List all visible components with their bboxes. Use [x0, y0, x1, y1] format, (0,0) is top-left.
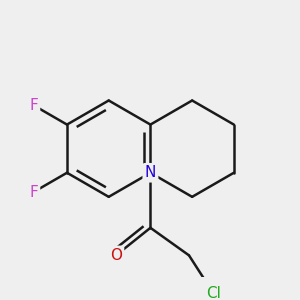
Text: N: N	[145, 165, 156, 180]
Text: O: O	[110, 248, 122, 263]
Text: Cl: Cl	[206, 286, 221, 300]
Text: F: F	[29, 184, 38, 200]
Text: F: F	[29, 98, 38, 113]
